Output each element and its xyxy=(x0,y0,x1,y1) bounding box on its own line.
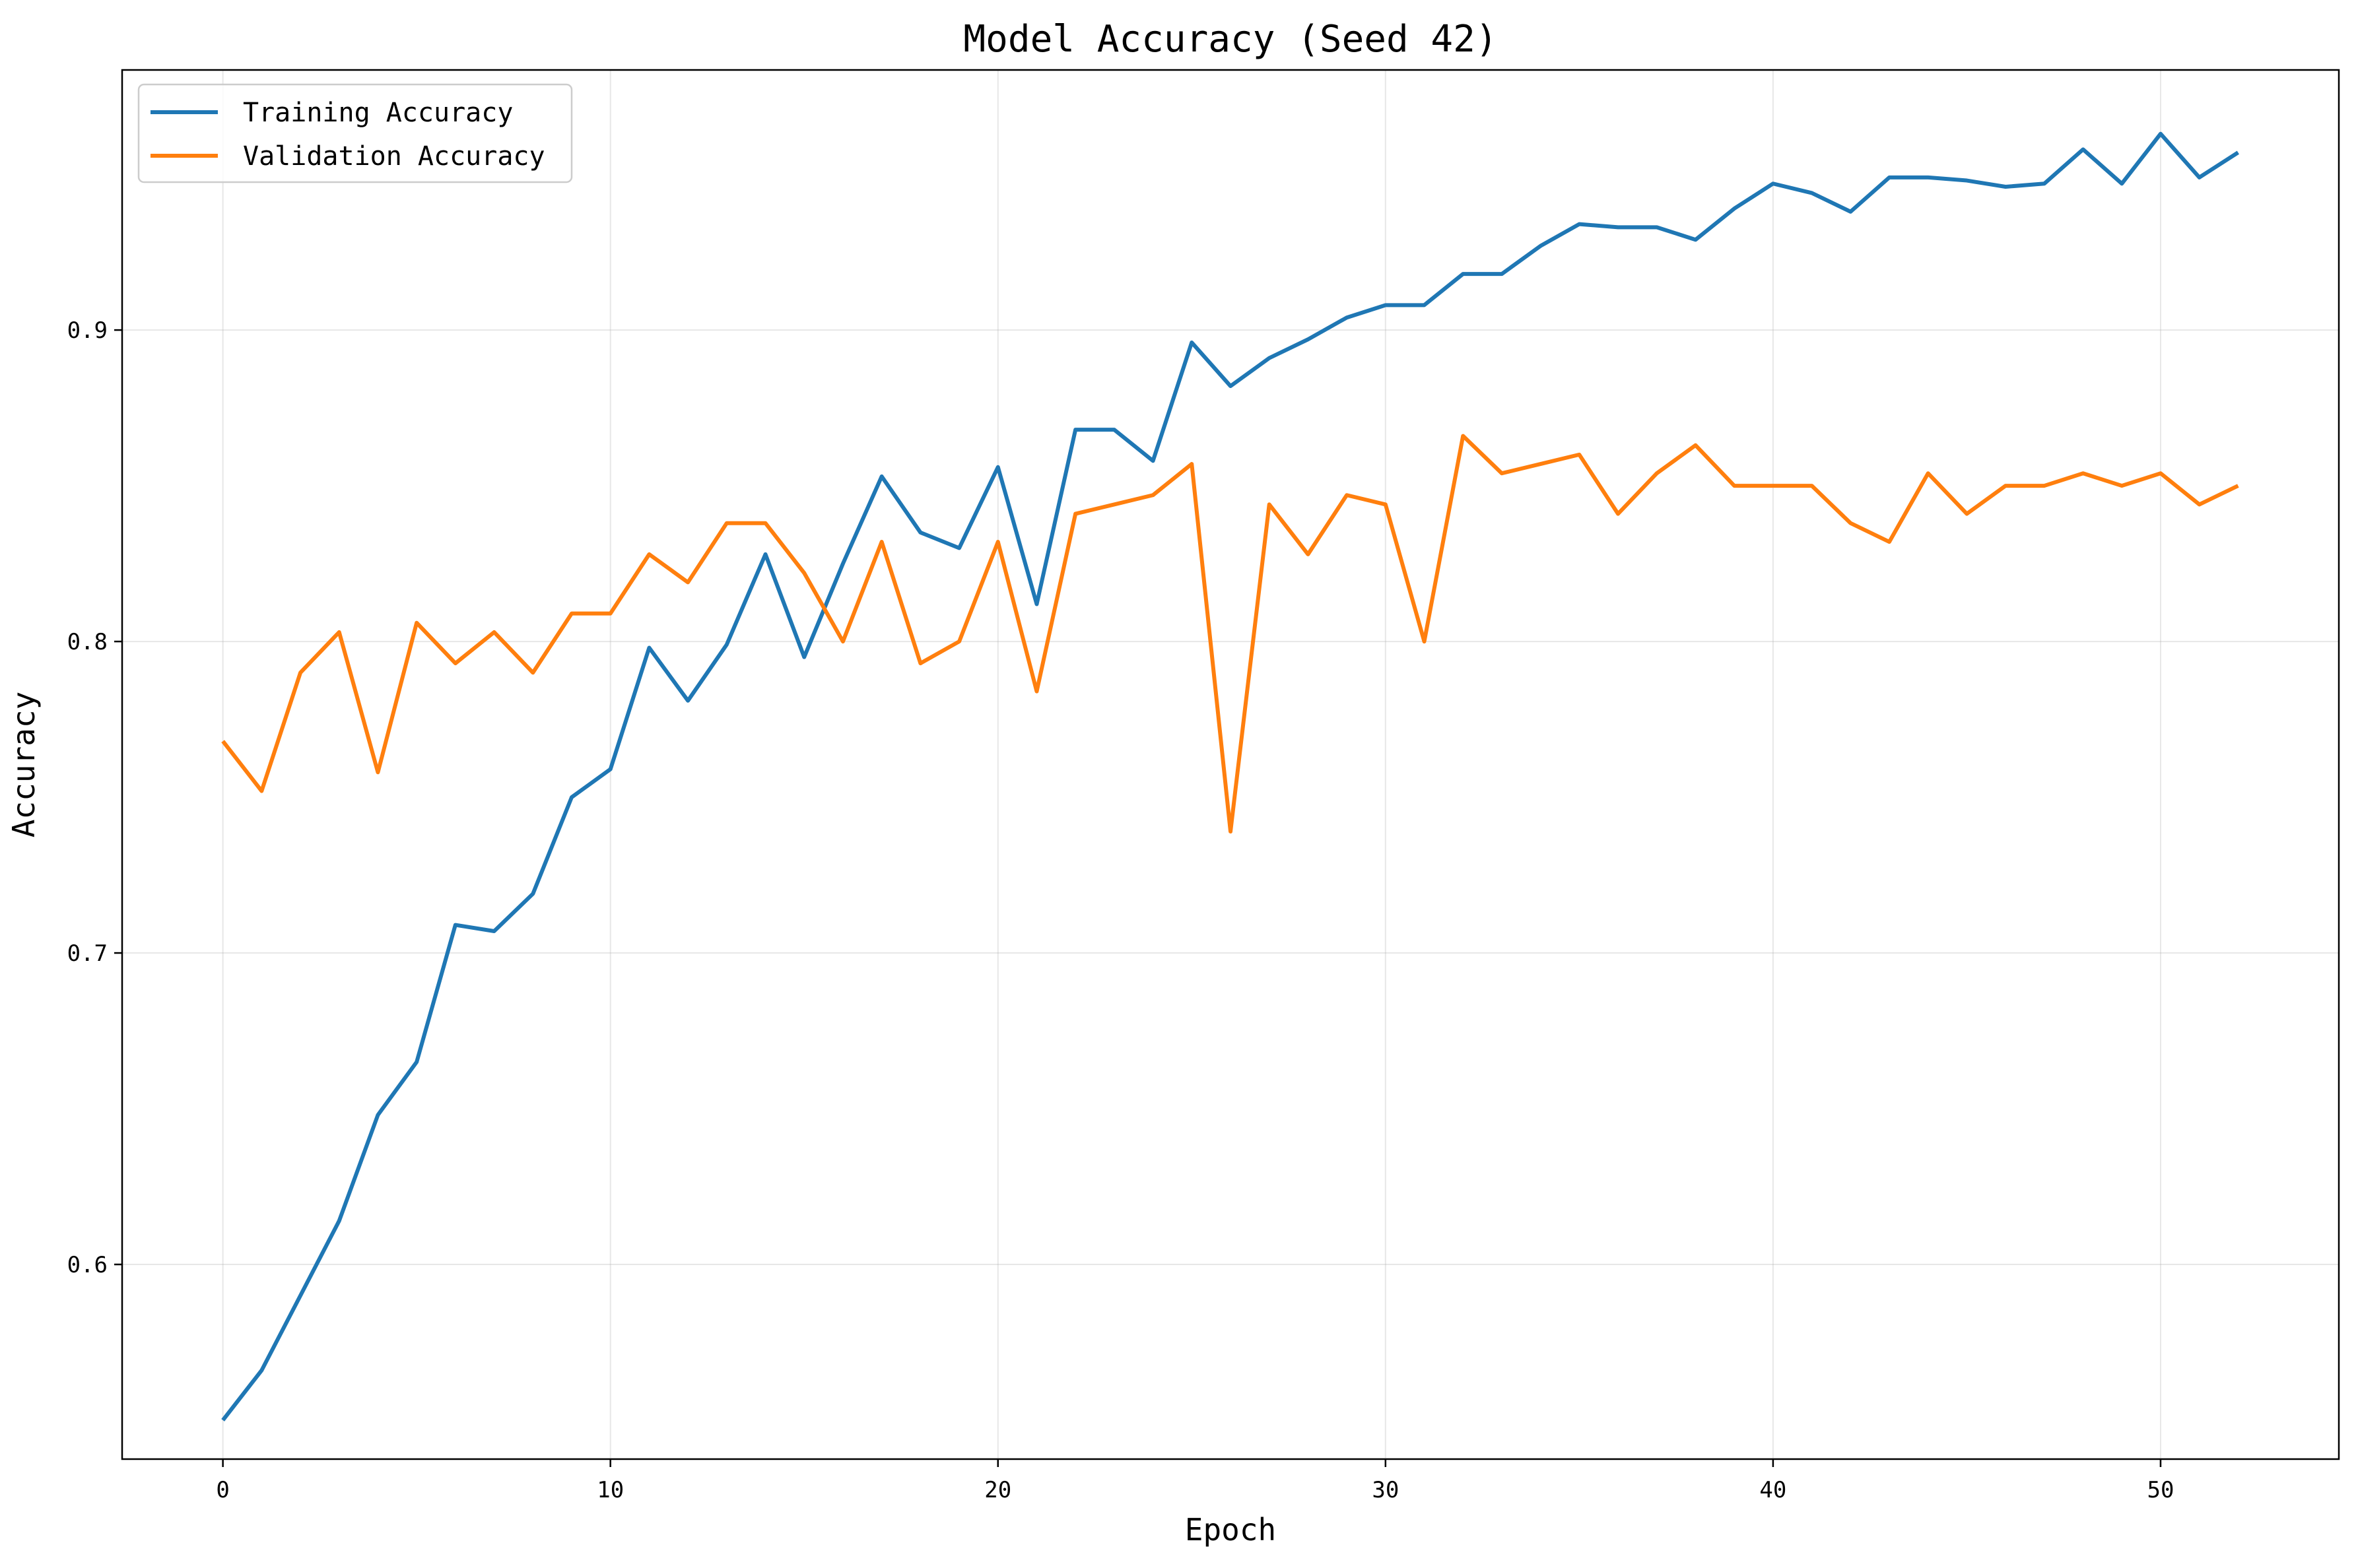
plot-frame xyxy=(121,69,2340,1460)
y-tick-label: 0.7 xyxy=(67,940,108,967)
validation-accuracy-line xyxy=(221,434,2239,833)
legend-label-validation: Validation Accuracy xyxy=(243,141,545,172)
x-axis-label: Epoch xyxy=(1185,1512,1276,1548)
axis-ticks: 0 10 20 30 40 50 0.6 0.7 0.8 0.9 xyxy=(67,317,2174,1503)
legend-box xyxy=(137,83,573,183)
x-tick-label: 30 xyxy=(1372,1477,1399,1503)
training-accuracy-line xyxy=(221,131,2239,1421)
x-tick-label: 50 xyxy=(2147,1477,2174,1503)
legend-label-training: Training Accuracy xyxy=(243,98,513,128)
legend: Training Accuracy Validation Accuracy xyxy=(137,83,573,183)
chart-title: Model Accuracy (Seed 42) xyxy=(963,18,1497,61)
y-tick-label: 0.6 xyxy=(67,1252,108,1278)
x-tick-label: 10 xyxy=(597,1477,624,1503)
x-tick-label: 20 xyxy=(984,1477,1011,1503)
y-tick-label: 0.8 xyxy=(67,629,108,655)
x-tick-label: 40 xyxy=(1759,1477,1786,1503)
series-lines xyxy=(221,131,2239,1421)
y-tick-label: 0.9 xyxy=(67,317,108,344)
x-tick-label: 0 xyxy=(216,1477,229,1503)
grid-lines xyxy=(122,70,2339,1459)
y-axis-label: Accuracy xyxy=(6,692,42,838)
